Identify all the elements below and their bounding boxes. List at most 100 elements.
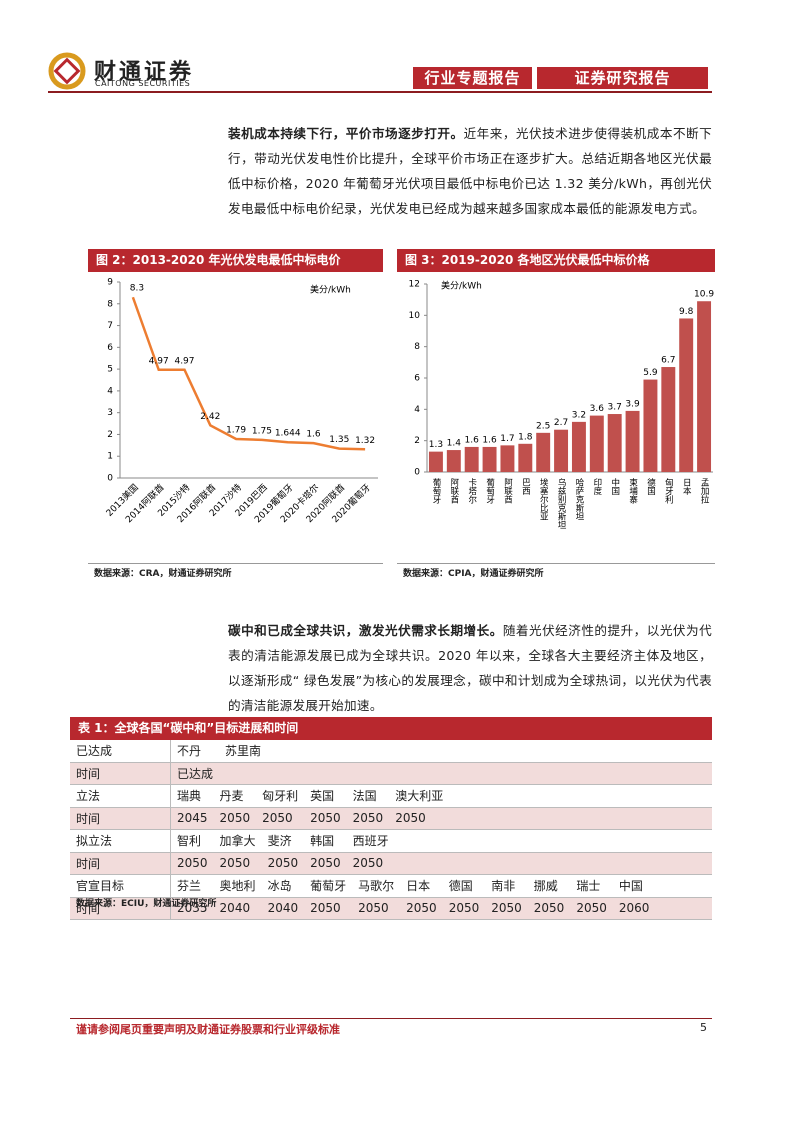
data-label: 4.97 bbox=[174, 356, 194, 366]
table-cell: 2050 bbox=[177, 856, 208, 871]
table-cell: 2050 bbox=[262, 811, 293, 826]
x-tick-label: 日本 bbox=[681, 478, 691, 496]
row-cells: 芬兰 奥地利 冰岛 葡萄牙 马歌尔 日本 德国 南非 挪威 瑞士 中国 bbox=[170, 874, 712, 898]
data-label: 1.4 bbox=[447, 439, 462, 449]
x-tick-label: 阿联酋 bbox=[502, 478, 512, 504]
y-tick-label: 8 bbox=[414, 342, 420, 352]
data-label: 3.9 bbox=[625, 399, 640, 409]
data-label: 1.75 bbox=[252, 426, 272, 436]
bar bbox=[625, 410, 640, 472]
table-cell: 葡萄牙 bbox=[310, 879, 347, 894]
y-tick-label: 2 bbox=[414, 436, 420, 446]
table-cell: 智利 bbox=[177, 834, 202, 849]
data-label: 1.79 bbox=[226, 426, 246, 436]
table-row: 已达成 不丹 苏里南 bbox=[70, 740, 712, 763]
row-label: 已达成 bbox=[70, 740, 171, 763]
table-cell: 2050 bbox=[267, 856, 299, 871]
bar bbox=[679, 318, 694, 472]
data-label: 4.97 bbox=[149, 356, 169, 366]
row-cells: 不丹 苏里南 bbox=[170, 740, 712, 763]
y-tick-label: 12 bbox=[409, 280, 420, 290]
table-cell: 2050 bbox=[448, 901, 480, 916]
row-cells: 瑞典 丹麦 匈牙利 英国 法国 澳大利亚 bbox=[170, 784, 712, 808]
table-cell: 瑞典 bbox=[177, 789, 202, 804]
data-label: 1.6 bbox=[482, 435, 497, 445]
table-cell: 2050 bbox=[395, 811, 426, 826]
bar bbox=[589, 415, 604, 472]
table-cell: 冰岛 bbox=[267, 879, 292, 894]
figure-title: 图 3：2019-2020 各地区光伏最低中标价格 bbox=[397, 249, 715, 272]
table-cell: 法国 bbox=[352, 789, 377, 804]
table-row: 时间 2045 2050 2050 2050 2050 2050 bbox=[70, 807, 712, 830]
paragraph-lead: 碳中和已成全球共识，激发光伏需求长期增长。 bbox=[228, 623, 503, 638]
table-cell: 南非 bbox=[491, 879, 516, 894]
table-cell: 2060 bbox=[618, 901, 650, 916]
bar bbox=[536, 432, 551, 472]
page-number: 5 bbox=[700, 1021, 707, 1034]
bar bbox=[607, 414, 622, 472]
x-tick-label: 葡萄牙 bbox=[431, 477, 441, 504]
row-label: 立法 bbox=[70, 784, 171, 808]
bar bbox=[464, 446, 479, 472]
row-label: 官宣目标 bbox=[70, 874, 171, 898]
table-row: 官宣目标 芬兰 奥地利 冰岛 葡萄牙 马歌尔 日本 德国 南非 挪威 瑞士 中国 bbox=[70, 874, 712, 898]
table-cell: 丹麦 bbox=[219, 789, 244, 804]
table-cell: 2050 bbox=[533, 901, 565, 916]
bar bbox=[428, 451, 443, 472]
header-rule bbox=[48, 91, 712, 93]
bar bbox=[518, 443, 533, 472]
table-cell: 2050 bbox=[352, 856, 384, 871]
figure-source: 数据来源：CRA，财通证券研究所 bbox=[94, 569, 232, 579]
table-cell: 2035 bbox=[177, 901, 208, 916]
x-tick-label: 印度 bbox=[592, 477, 602, 496]
x-tick-label: 柬埔寨 bbox=[628, 478, 638, 504]
x-tick-label: 葡萄牙 bbox=[485, 477, 495, 504]
footer-rule bbox=[70, 1018, 712, 1019]
data-label: 1.7 bbox=[500, 434, 514, 444]
bar bbox=[500, 445, 515, 472]
table-cell: 2050 bbox=[358, 901, 389, 916]
figure-rule bbox=[397, 563, 715, 564]
figure-source: 数据来源：CPIA，财通证券研究所 bbox=[403, 569, 544, 579]
table-cell: 2050 bbox=[219, 811, 251, 826]
y-tick-label: 10 bbox=[409, 311, 421, 321]
y-tick-label: 7 bbox=[107, 321, 113, 331]
x-tick-label: 中国 bbox=[610, 477, 620, 496]
y-tick-label: 6 bbox=[414, 374, 420, 384]
figure-rule bbox=[88, 563, 383, 564]
y-tick-label: 0 bbox=[414, 468, 420, 478]
data-label: 3.6 bbox=[590, 404, 605, 414]
table-cell: 2050 bbox=[310, 811, 341, 826]
row-cells: 2050 2050 2050 2050 2050 bbox=[170, 852, 712, 875]
table-row: 拟立法 智利 加拿大 斐济 韩国 西班牙 bbox=[70, 829, 712, 853]
table-cell: 2050 bbox=[352, 811, 384, 826]
row-label: 时间 bbox=[70, 807, 171, 830]
logo-name: 财通证券 bbox=[94, 60, 195, 85]
bar bbox=[482, 446, 497, 472]
row-cells: 已达成 bbox=[170, 762, 712, 785]
x-tick-label: 孟加拉 bbox=[699, 477, 709, 504]
paragraph-text: 近年来，光伏技术进步使得装机成本不断下行，带动光伏发电性价比提升，全球平价市场正… bbox=[228, 126, 713, 216]
x-tick-label: 匈牙利 bbox=[663, 477, 673, 503]
bar bbox=[661, 367, 676, 472]
table-cell: 2045 bbox=[177, 811, 208, 826]
table-cell: 苏里南 bbox=[225, 744, 262, 759]
unit-label: 美分/kWh bbox=[441, 280, 482, 292]
bar bbox=[643, 379, 658, 472]
bar bbox=[571, 421, 586, 472]
row-label: 时间 bbox=[70, 762, 171, 785]
footer-disclaimer: 谨请参阅尾页重要声明及财通证券股票和行业评级标准 bbox=[76, 1023, 340, 1036]
table-cell: 2040 bbox=[267, 901, 299, 916]
y-tick-label: 5 bbox=[107, 365, 113, 375]
y-tick-label: 2 bbox=[107, 430, 113, 440]
y-tick-label: 4 bbox=[107, 386, 113, 396]
table-cell: 2050 bbox=[491, 901, 522, 916]
header-tag: 证券研究报告 bbox=[537, 67, 708, 89]
table-cell: 西班牙 bbox=[352, 834, 389, 849]
data-label: 2.42 bbox=[200, 412, 220, 422]
y-tick-label: 3 bbox=[107, 408, 113, 418]
table-cell: 2040 bbox=[219, 901, 251, 916]
data-label: 2.5 bbox=[536, 421, 550, 431]
